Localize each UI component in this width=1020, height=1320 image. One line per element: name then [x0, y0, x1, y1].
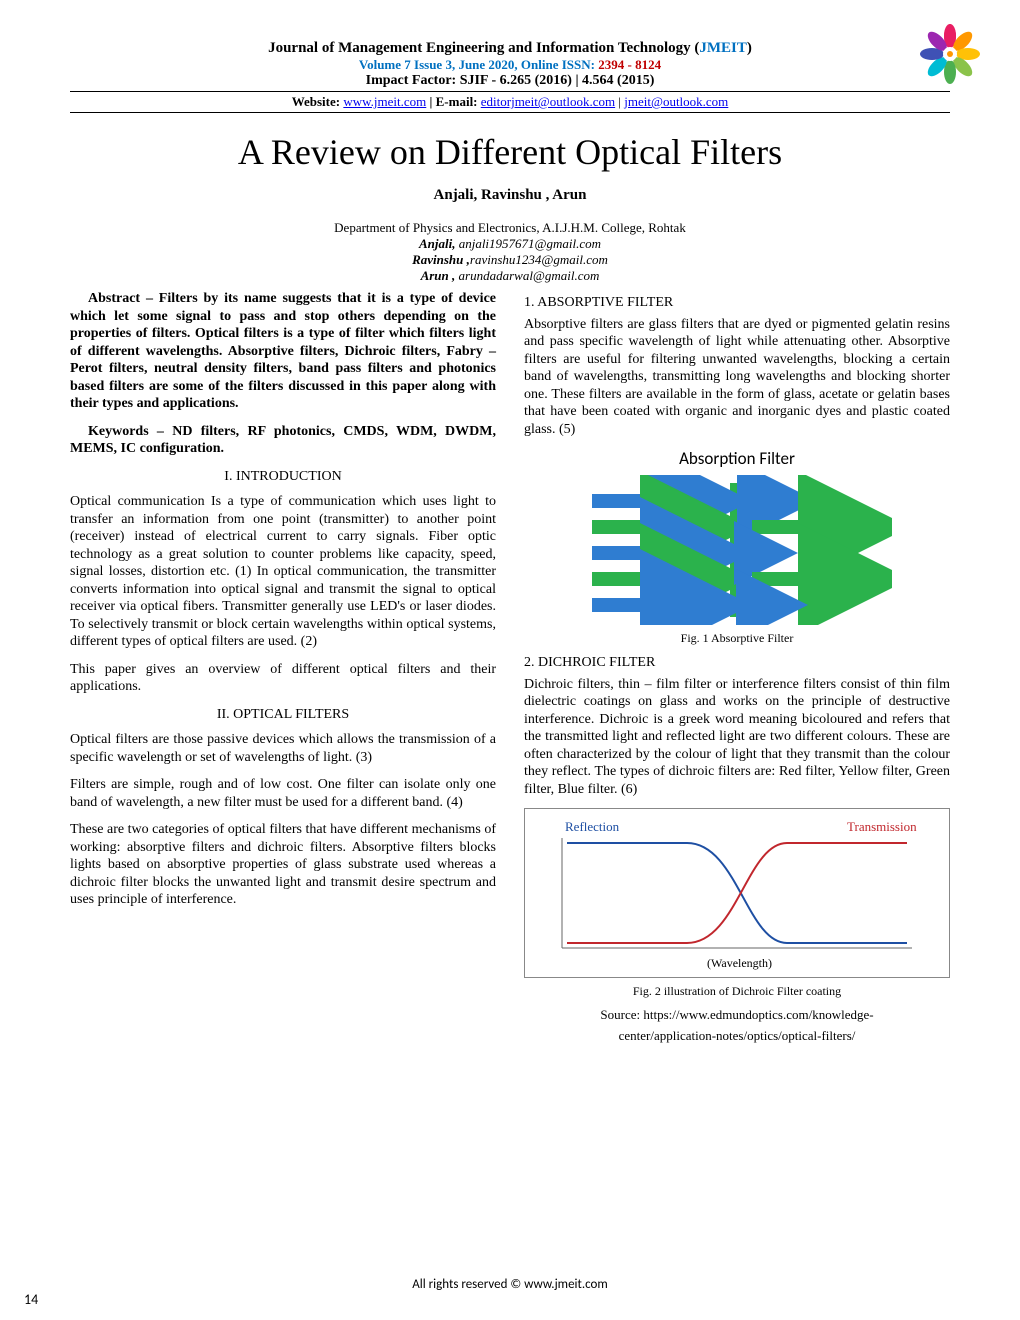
footer-copyright: All rights reserved © www.jmeit.com	[0, 1277, 1020, 1292]
paper-title: A Review on Different Optical Filters	[70, 131, 950, 173]
journal-title: Journal of Management Engineering and In…	[70, 40, 950, 57]
fig2-source-2: center/application-notes/optics/optical-…	[524, 1028, 950, 1044]
email2-link[interactable]: jmeit@outlook.com	[624, 94, 728, 109]
author2-name: Ravinshu ,	[412, 252, 470, 267]
sep: |	[615, 94, 624, 109]
impact-factor: Impact Factor: SJIF - 6.265 (2016) | 4.5…	[70, 73, 950, 89]
journal-logo-icon	[918, 22, 982, 86]
journal-acronym: JMEIT	[699, 40, 747, 56]
fig2-reflection-label: Reflection	[565, 819, 620, 834]
journal-header: Journal of Management Engineering and In…	[70, 40, 950, 113]
author3-name: Arun ,	[421, 268, 456, 283]
header-rule-top	[70, 91, 950, 92]
of-p1: Optical filters are those passive device…	[70, 731, 496, 766]
subsection-absorptive-head: 1. ABSORPTIVE FILTER	[524, 294, 950, 312]
fig1-caption: Fig. 1 Absorptive Filter	[524, 631, 950, 646]
absorptive-p1: Absorptive filters are glass filters tha…	[524, 316, 950, 439]
author2-email: ravinshu1234@gmail.com	[470, 252, 608, 267]
volume-text: Volume 7 Issue 3, June 2020, Online ISSN…	[359, 57, 598, 72]
volume-line: Volume 7 Issue 3, June 2020, Online ISSN…	[70, 57, 950, 73]
journal-title-text: Journal of Management Engineering and In…	[268, 40, 699, 56]
fig2-source-1: Source: https://www.edmundoptics.com/kno…	[524, 1007, 950, 1023]
website-link[interactable]: www.jmeit.com	[343, 94, 426, 109]
intro-p2: This paper gives an overview of differen…	[70, 661, 496, 696]
of-p2: Filters are simple, rough and of low cos…	[70, 776, 496, 811]
department: Department of Physics and Electronics, A…	[70, 220, 950, 236]
email1-link[interactable]: editorjmeit@outlook.com	[481, 94, 615, 109]
issn-number: 2394 - 8124	[598, 57, 661, 72]
email-label: | E-mail:	[426, 94, 481, 109]
body-columns: Abstract – Filters by its name suggests …	[70, 290, 950, 1048]
website-line: Website: www.jmeit.com | E-mail: editorj…	[70, 94, 950, 110]
subsection-dichroic-head: 2. DICHROIC FILTER	[524, 654, 950, 672]
author1-email: anjali1957671@gmail.com	[455, 236, 601, 251]
website-label: Website:	[292, 94, 344, 109]
fig2-transmission-label: Transmission	[847, 819, 917, 834]
abstract: Abstract – Filters by its name suggests …	[70, 290, 496, 413]
fig2-xlabel: (Wavelength)	[707, 956, 772, 970]
section-optical-filters-head: II. OPTICAL FILTERS	[70, 706, 496, 724]
header-rule-bottom	[70, 112, 950, 113]
authors: Anjali, Ravinshu , Arun	[70, 187, 950, 204]
journal-title-suffix: )	[747, 40, 752, 56]
figure-1	[524, 475, 950, 625]
keywords: Keywords – ND filters, RF photonics, CMD…	[70, 423, 496, 458]
right-column: 1. ABSORPTIVE FILTER Absorptive filters …	[524, 290, 950, 1048]
intro-p1: Optical communication Is a type of commu…	[70, 493, 496, 651]
section-intro-head: I. INTRODUCTION	[70, 468, 496, 486]
page-number: 14	[24, 1291, 38, 1308]
author3-email: arundadarwal@gmail.com	[455, 268, 599, 283]
author1-name: Anjali,	[419, 236, 456, 251]
figure-2: Reflection Transmission (Wavelength)	[524, 808, 950, 978]
of-p3: These are two categories of optical filt…	[70, 821, 496, 909]
affiliation-block: Department of Physics and Electronics, A…	[70, 220, 950, 284]
fig2-caption: Fig. 2 illustration of Dichroic Filter c…	[524, 984, 950, 999]
dichroic-p1: Dichroic filters, thin – film filter or …	[524, 676, 950, 799]
fig1-title: Absorption Filter	[524, 448, 950, 469]
left-column: Abstract – Filters by its name suggests …	[70, 290, 496, 1048]
